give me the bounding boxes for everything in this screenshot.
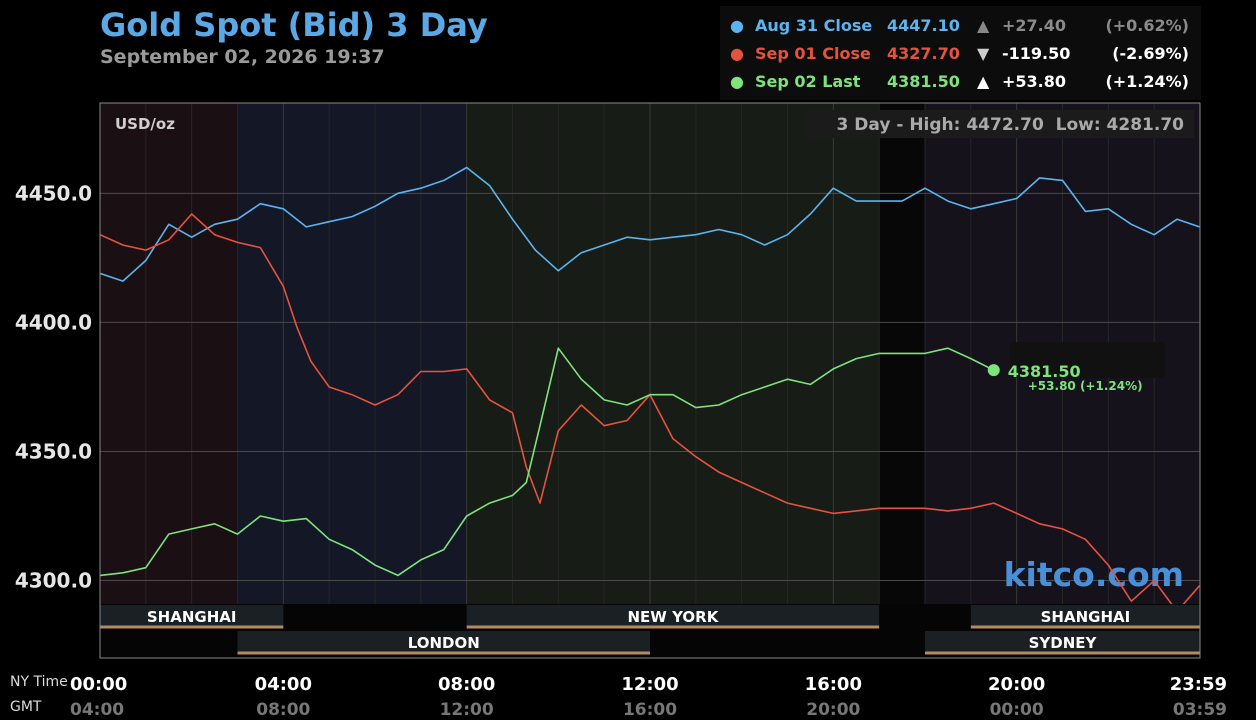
session-label: SYDNEY <box>1029 634 1098 652</box>
x-tick-label-gmt: 04:00 <box>70 700 124 720</box>
session-label: SHANGHAI <box>147 608 237 626</box>
session-label: SHANGHAI <box>1041 608 1131 626</box>
legend-percent: (-2.69%) <box>1112 44 1189 63</box>
ny-time-label: NY Time <box>10 674 68 690</box>
series-line-sep-02 <box>99 347 995 577</box>
last-price-value: 4381.50 <box>1008 362 1081 381</box>
x-tick-label-ny: 08:00 <box>438 674 495 695</box>
y-tick-label: 4400.0 <box>15 310 92 334</box>
legend-row-sep02: ● Sep 02 Last 4381.50 ▲ +53.80 (+1.24%) <box>720 72 1201 96</box>
up-arrow-icon: ▲ <box>977 16 990 35</box>
legend-label: Aug 31 Close <box>755 16 873 35</box>
last-price-change: +53.80 (+1.24%) <box>1028 379 1143 393</box>
legend-change: -119.50 <box>1002 44 1071 63</box>
series-lines <box>99 166 1201 613</box>
chart-title: Gold Spot (Bid) 3 Day <box>100 6 488 44</box>
legend-percent: (+1.24%) <box>1105 72 1189 91</box>
last-price-box <box>1010 342 1165 378</box>
session-band <box>466 605 880 627</box>
axis-ticks: 4300.0 4350.0 4400.0 4450.0 00:00 04:00 04:00 0… <box>15 181 1227 720</box>
legend-dot-icon: ● <box>730 44 744 63</box>
x-tick-label-ny: 12:00 <box>621 674 678 695</box>
series-line-sep-01 <box>99 213 1201 613</box>
legend-dot-icon: ● <box>730 72 744 91</box>
x-tick-label-gmt: 12:00 <box>440 700 494 720</box>
range-box <box>806 110 1194 138</box>
session-label: NEW YORK <box>628 608 720 626</box>
session-label: LONDON <box>408 634 480 652</box>
legend-label: Sep 01 Close <box>755 44 871 63</box>
legend-value: 4327.70 <box>887 44 960 63</box>
range-text: 3 Day - High: 4472.70 Low: 4281.70 <box>837 115 1185 135</box>
session-band <box>237 631 650 653</box>
up-arrow-icon: ▲ <box>977 72 990 91</box>
x-tick-label-ny: 00:00 <box>70 674 127 695</box>
chart-timestamp: September 02, 2026 19:37 <box>100 46 385 68</box>
x-tick-label-gmt: 16:00 <box>623 700 677 720</box>
x-tick-label-ny: 23:59 <box>1170 674 1227 695</box>
unit-label: USD/oz <box>115 115 175 133</box>
legend-row-sep01: ● Sep 01 Close 4327.70 ▼ -119.50 (-2.69%… <box>720 44 1201 68</box>
legend-value: 4381.50 <box>887 72 960 91</box>
session-band <box>925 631 1200 653</box>
y-tick-label: 4350.0 <box>15 439 92 463</box>
session-bands: SHANGHAI NEW YORK SHANGHAI LONDON SYDNEY <box>100 604 1200 658</box>
legend-label: Sep 02 Last <box>755 72 861 91</box>
session-band <box>970 605 1200 627</box>
legend-percent: (+0.62%) <box>1105 16 1189 35</box>
x-tick-label-ny: 04:00 <box>255 674 312 695</box>
x-tick-label-gmt: 08:00 <box>256 700 310 720</box>
session-shade <box>879 103 925 658</box>
legend-value: 4447.10 <box>887 16 960 35</box>
y-tick-label: 4300.0 <box>15 569 92 593</box>
legend-box: ● Aug 31 Close 4447.10 ▲ +27.40 (+0.62%)… <box>720 6 1201 100</box>
session-band <box>100 605 284 627</box>
legend-change: +53.80 <box>1002 72 1067 91</box>
plot-border <box>99 102 1201 659</box>
session-shade <box>237 103 467 658</box>
legend-dot-icon: ● <box>730 16 744 35</box>
x-tick-label-gmt: 03:59 <box>1173 700 1227 720</box>
down-arrow-icon: ▼ <box>977 44 990 63</box>
gmt-label: GMT <box>10 699 42 715</box>
last-price-dot <box>987 364 1000 377</box>
x-tick-label-gmt: 20:00 <box>806 700 860 720</box>
x-tick-label-ny: 20:00 <box>988 674 1045 695</box>
y-tick-label: 4450.0 <box>15 181 92 205</box>
series-line-aug-31 <box>99 166 1200 282</box>
legend-change: +27.40 <box>1002 16 1067 35</box>
x-tick-label-gmt: 00:00 <box>990 700 1044 720</box>
last-price-marker: 4381.50 +53.80 (+1.24%) <box>987 342 1165 393</box>
session-shade <box>466 103 880 658</box>
watermark: kitco.com <box>1004 555 1184 594</box>
session-shade <box>100 103 238 658</box>
x-tick-label-ny: 16:00 <box>805 674 862 695</box>
legend-row-aug31: ● Aug 31 Close 4447.10 ▲ +27.40 (+0.62%) <box>720 16 1201 40</box>
